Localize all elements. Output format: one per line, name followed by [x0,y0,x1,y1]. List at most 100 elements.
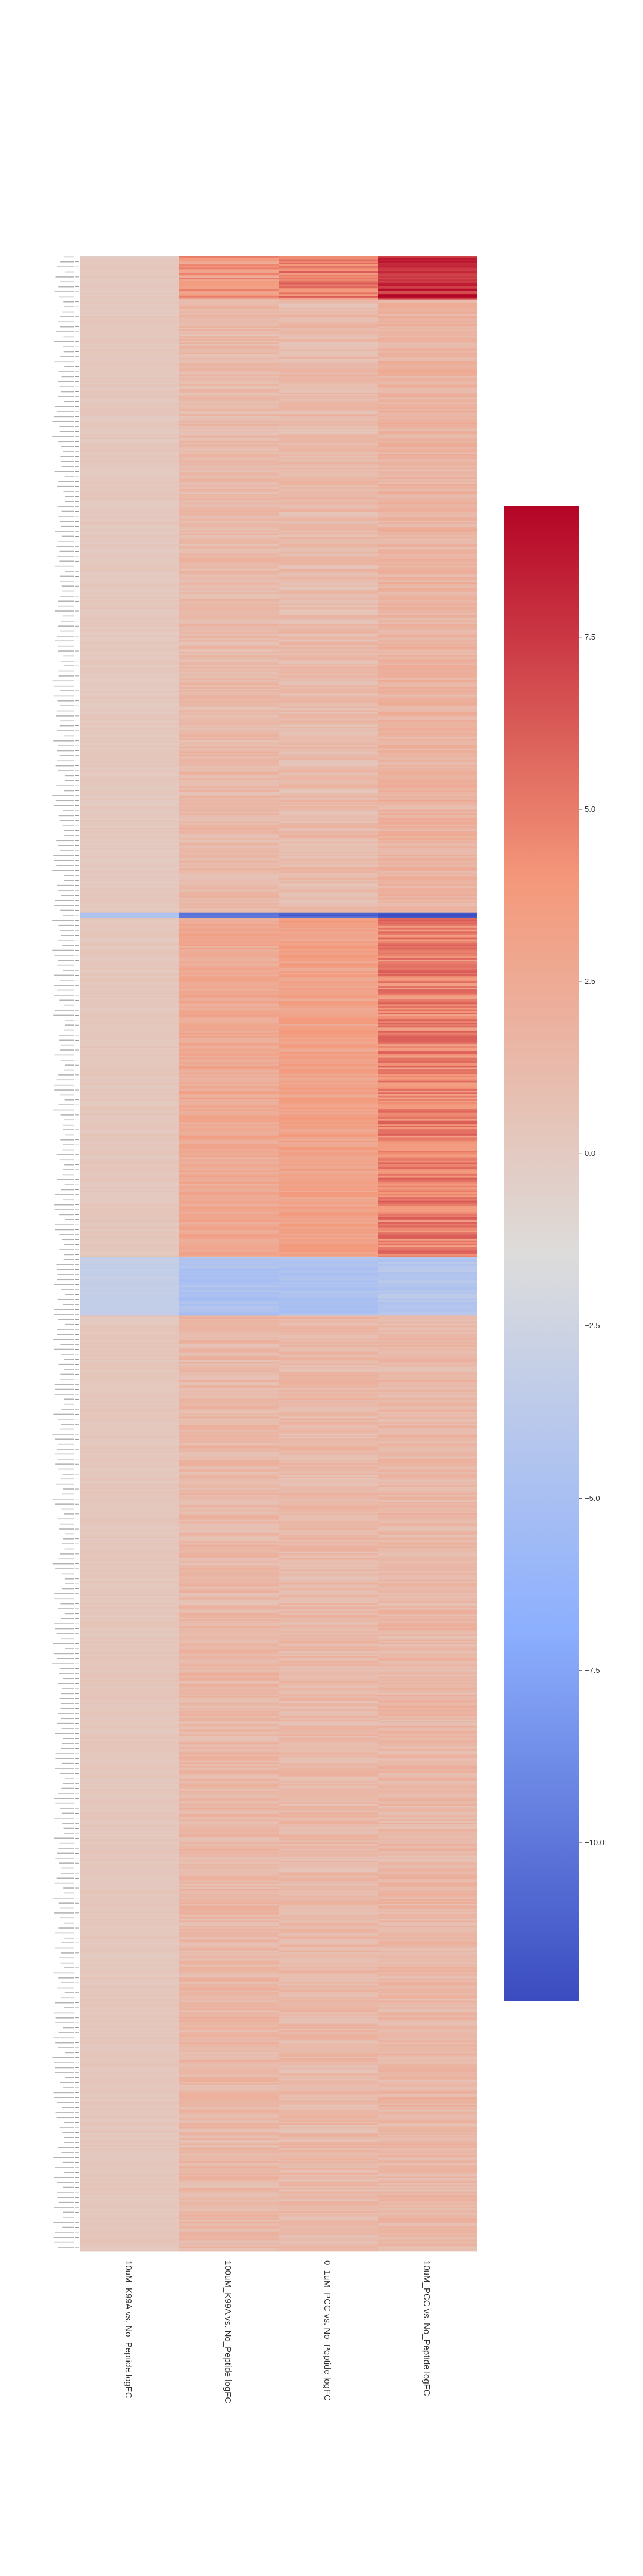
heatmap-cell [179,502,279,504]
heatmap-cell [179,878,279,880]
heatmap-cell [378,1360,477,1362]
heatmap-cell [378,627,477,629]
heatmap-cell [80,1285,179,1287]
heatmap-cell [378,891,477,893]
heatmap-cell [279,911,378,913]
heatmap-cell [80,647,179,649]
heatmap-cell [80,1537,179,1538]
heatmap-cell [378,1490,477,1491]
heatmap-cell [179,491,279,493]
heatmap-cell [179,636,279,637]
heatmap-cell [279,800,378,802]
heatmap-cell [179,1791,279,1793]
heatmap-cell [378,580,477,582]
heatmap-cell [279,2027,378,2029]
heatmap-cell [378,1245,477,1247]
heatmap-cell [80,1138,179,1139]
heatmap-cell [279,1726,378,1728]
heatmap-cell [279,1111,378,1113]
heatmap-cell [179,281,279,283]
heatmap-cell [279,1235,378,1237]
heatmap-cell [279,815,378,817]
heatmap-cell [279,828,378,830]
heatmap-cell [378,1611,477,1613]
heatmap-cell [378,439,477,441]
heatmap-cell [179,777,279,778]
heatmap-cell [179,294,279,296]
heatmap-cell [179,855,279,856]
heatmap-cell [279,1207,378,1209]
heatmap-cell [80,1646,179,1648]
heatmap-cell [80,344,179,346]
heatmap-cell [80,737,179,739]
heatmap-cell [80,1116,179,1117]
heatmap-cell [378,1837,477,1839]
heatmap-cell [80,563,179,565]
heatmap-cell [179,1257,279,1259]
heatmap-cell [279,1332,378,1334]
heatmap-cell [179,2233,279,2235]
heatmap-cell [279,492,378,494]
heatmap-cell [279,1939,378,1940]
heatmap-cell [378,544,477,546]
heatmap-cell [279,843,378,845]
heatmap-cell [378,2241,477,2243]
heatmap-cell [279,354,378,356]
heatmap-cell [279,868,378,870]
heatmap-cell [378,1162,477,1164]
heatmap-cell [179,953,279,955]
heatmap-cell [378,1247,477,1249]
heatmap-cell [179,1277,279,1279]
heatmap-cell [179,1566,279,1568]
heatmap-cell [279,1590,378,1591]
heatmap-cell [279,1244,378,1245]
heatmap-cell [378,1701,477,1703]
heatmap-cell [279,998,378,999]
heatmap-cell [378,1643,477,1644]
heatmap-cell [378,1267,477,1269]
heatmap-cell [80,707,179,709]
heatmap-cell [80,715,179,717]
heatmap-cell [179,1909,279,1911]
heatmap-cell [179,1709,279,1711]
heatmap-cell [179,991,279,993]
heatmap-cell [80,924,179,926]
heatmap-cell [179,695,279,697]
heatmap-cell [378,592,477,594]
heatmap-cell [80,1884,179,1886]
heatmap-cell [80,275,179,276]
heatmap-cell [279,2128,378,2130]
heatmap-cell [378,1516,477,1518]
heatmap-cell [279,1581,378,1583]
heatmap-cell [279,1282,378,1284]
heatmap-cell [378,258,477,260]
heatmap-cell [378,1394,477,1396]
heatmap-cell [179,1940,279,1942]
heatmap-cell [179,1310,279,1312]
heatmap-cell [378,1011,477,1013]
heatmap-cell [279,2223,378,2225]
heatmap-cell [179,2083,279,2085]
heatmap-cell [179,1949,279,1951]
heatmap-cell [80,1733,179,1734]
heatmap-cell [378,2069,477,2070]
heatmap-cell [279,1724,378,1726]
heatmap-cell [179,2176,279,2178]
heatmap-cell [279,2035,378,2037]
heatmap-cell [179,391,279,393]
heatmap-cell [279,820,378,821]
heatmap-cell [179,2072,279,2074]
heatmap-cell [80,958,179,960]
heatmap-cell [80,1721,179,1722]
heatmap-cell [179,691,279,693]
heatmap-cell [179,795,279,797]
heatmap-cell [179,1458,279,1460]
heatmap-cell [80,855,179,856]
heatmap-cell [80,399,179,401]
heatmap-cell [378,1974,477,1976]
heatmap-cell [179,1451,279,1453]
heatmap-cell [179,429,279,431]
heatmap-cell [179,547,279,549]
heatmap-cell [279,2132,378,2133]
heatmap-cell [80,1018,179,1020]
